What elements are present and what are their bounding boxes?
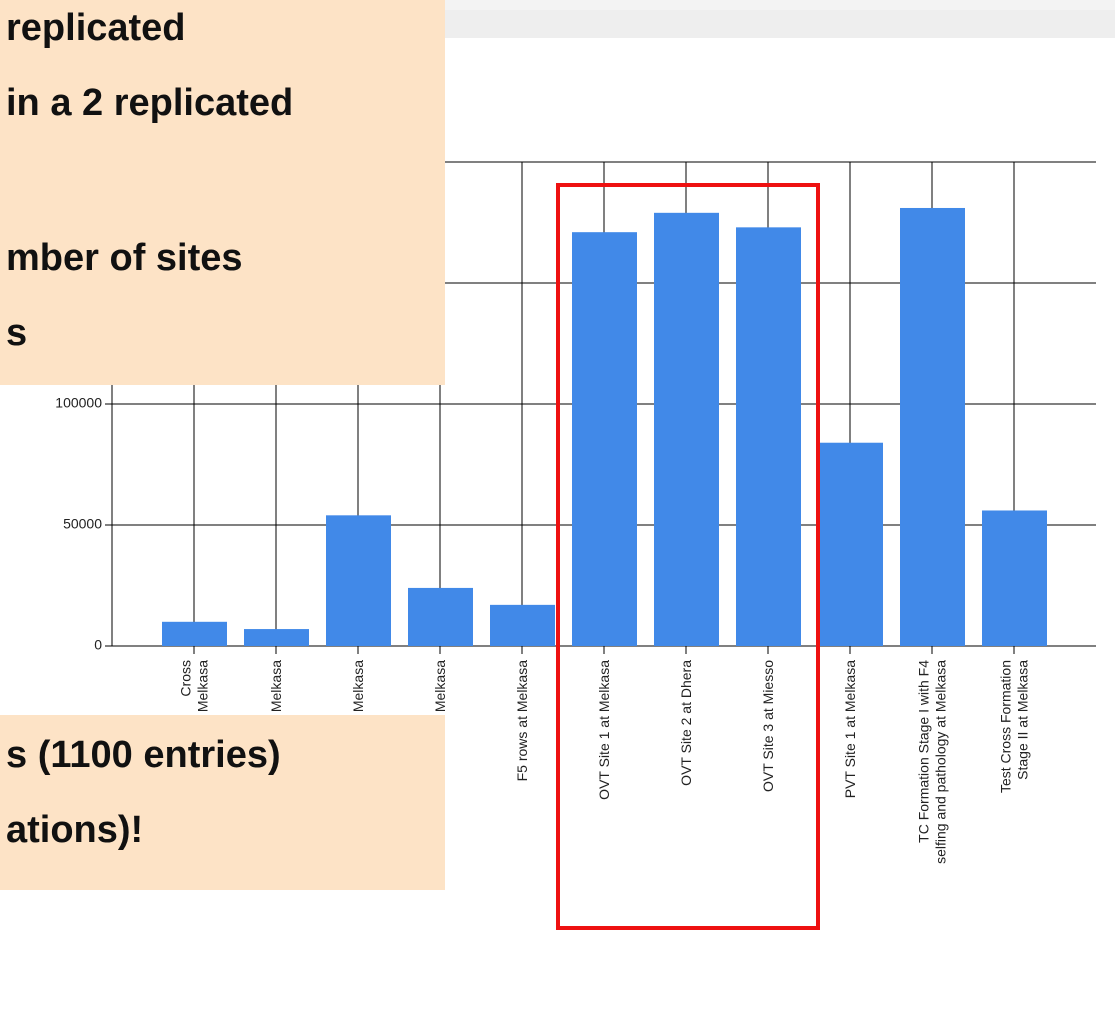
bar: [900, 207, 965, 647]
bar: [572, 232, 637, 646]
bar: [244, 629, 309, 646]
x-tick-label: at Melkasa: [432, 660, 448, 728]
highlight-box: [556, 183, 820, 930]
x-tick-label: PVT Site 1 at Melkasa: [842, 660, 858, 798]
bar: [326, 515, 391, 646]
callout-text: ations)!: [6, 809, 143, 851]
callout-box: [0, 715, 445, 890]
bar: [490, 604, 555, 646]
bar: [654, 212, 719, 646]
y-tick-label: 100000: [55, 395, 102, 411]
x-tick-label: at Melkasa: [350, 660, 366, 728]
bar: [408, 587, 473, 646]
callout-text: s (1100 entries): [6, 734, 281, 776]
bar: [982, 510, 1047, 646]
x-tick-label: at Melkasa: [268, 660, 284, 728]
callout-text: mber of sites: [6, 237, 243, 279]
callout-box: [0, 0, 445, 385]
bar: [162, 621, 227, 646]
y-tick-label: 50000: [63, 516, 102, 532]
bar: [736, 227, 801, 646]
callouts: replicated in a 2 replicated mber of sites…: [0, 0, 445, 890]
window-border: [0, 0, 1115, 10]
x-tick-label: OVT Site 2 at Dhera: [678, 660, 694, 786]
callout-text: s: [6, 312, 27, 354]
x-tick-label: OVT Site 3 at Miesso: [760, 660, 776, 792]
callout-text: replicated: [6, 7, 186, 49]
x-tick-label: TC Formation Stage I with F4selfing and …: [916, 660, 949, 864]
y-tick-label: 0: [94, 637, 102, 653]
x-tick-label: Crossat Melkasa: [178, 660, 211, 728]
callout-text: in a 2 replicated: [6, 82, 293, 124]
x-tick-label: OVT Site 1 at Melkasa: [596, 660, 612, 800]
bar: [818, 442, 883, 646]
x-tick-label: F5 rows at Melkasa: [514, 660, 530, 782]
x-tick-label: Test Cross FormationStage II at Melkasa: [998, 660, 1031, 793]
